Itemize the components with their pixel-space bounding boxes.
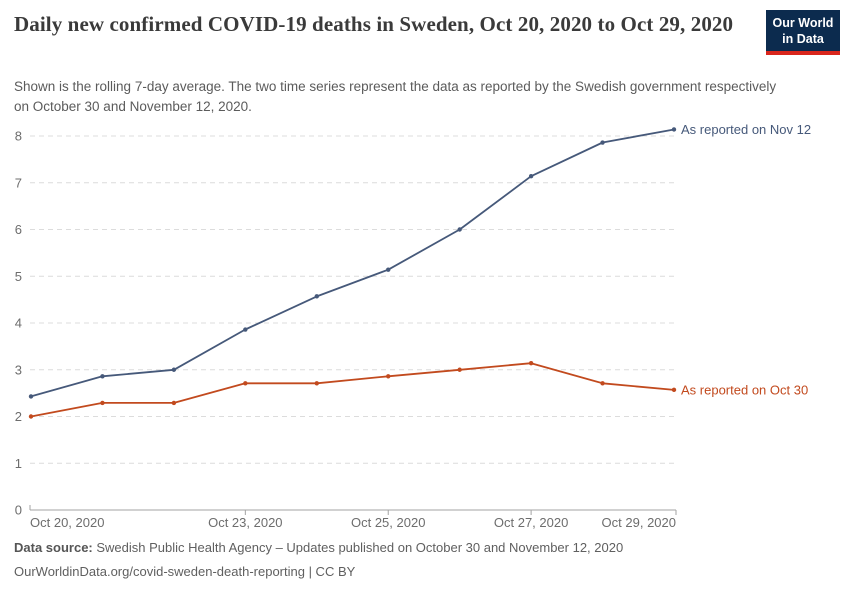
data-point[interactable] bbox=[600, 381, 605, 386]
y-gridlines bbox=[30, 135, 676, 464]
chart-subtitle: Shown is the rolling 7-day average. The … bbox=[14, 79, 777, 114]
owid-logo-line1: Our World bbox=[772, 16, 834, 30]
data-source-text: Swedish Public Health Agency – Updates p… bbox=[92, 540, 624, 555]
data-point[interactable] bbox=[457, 227, 462, 232]
license-line: OurWorldinData.org/covid-sweden-death-re… bbox=[14, 564, 356, 579]
x-tick-label: Oct 29, 2020 bbox=[602, 515, 676, 530]
y-tick-label: 1 bbox=[15, 456, 22, 471]
series-oct30: As reported on Oct 30 bbox=[28, 361, 808, 419]
data-point[interactable] bbox=[28, 414, 34, 419]
x-axis: Oct 20, 2020 Oct 23, 2020 Oct 25, 2020 Oct … bbox=[29, 505, 677, 530]
data-point[interactable] bbox=[171, 400, 177, 406]
data-point[interactable] bbox=[671, 387, 677, 393]
series-line bbox=[30, 362, 675, 418]
series-end-label: As reported on Nov 12 bbox=[681, 122, 811, 137]
data-point[interactable] bbox=[171, 367, 177, 372]
data-point[interactable] bbox=[243, 327, 248, 332]
owid-logo-line2: in Data bbox=[782, 32, 824, 46]
data-point[interactable] bbox=[28, 394, 34, 399]
data-point[interactable] bbox=[386, 267, 391, 272]
y-tick-label: 5 bbox=[15, 269, 22, 284]
y-axis-labels: 0 1 2 3 4 5 6 7 8 bbox=[15, 129, 22, 518]
data-point[interactable] bbox=[100, 374, 105, 379]
data-point[interactable] bbox=[314, 294, 319, 299]
series-nov12: As reported on Nov 12 bbox=[28, 122, 811, 399]
page-title: Daily new confirmed COVID-19 deaths in S… bbox=[14, 12, 734, 36]
series-end-label: As reported on Oct 30 bbox=[681, 382, 808, 397]
data-point[interactable] bbox=[386, 374, 391, 379]
y-tick-label: 6 bbox=[15, 222, 22, 237]
y-tick-label: 7 bbox=[15, 175, 22, 190]
owid-logo[interactable]: Our World in Data bbox=[766, 10, 840, 55]
y-tick-label: 0 bbox=[15, 503, 22, 518]
data-point[interactable] bbox=[314, 381, 319, 386]
data-point[interactable] bbox=[243, 381, 248, 386]
data-point[interactable] bbox=[528, 174, 534, 179]
y-tick-label: 8 bbox=[15, 129, 22, 144]
x-tick-label: Oct 23, 2020 bbox=[208, 515, 282, 530]
data-point[interactable] bbox=[528, 361, 534, 366]
series-line bbox=[30, 128, 675, 398]
y-tick-label: 3 bbox=[15, 362, 22, 377]
data-source-label: Data source: bbox=[14, 540, 93, 555]
y-tick-label: 2 bbox=[15, 409, 22, 424]
x-tick-label: Oct 20, 2020 bbox=[30, 515, 104, 530]
y-tick-label: 4 bbox=[15, 316, 22, 331]
data-point[interactable] bbox=[600, 140, 605, 145]
data-point[interactable] bbox=[671, 127, 677, 132]
data-point[interactable] bbox=[457, 367, 462, 372]
data-source-line: Data source: Swedish Public Health Agenc… bbox=[14, 539, 623, 557]
x-tick-label: Oct 27, 2020 bbox=[494, 515, 568, 530]
data-point[interactable] bbox=[100, 400, 105, 406]
x-tick-label: Oct 25, 2020 bbox=[351, 515, 425, 530]
